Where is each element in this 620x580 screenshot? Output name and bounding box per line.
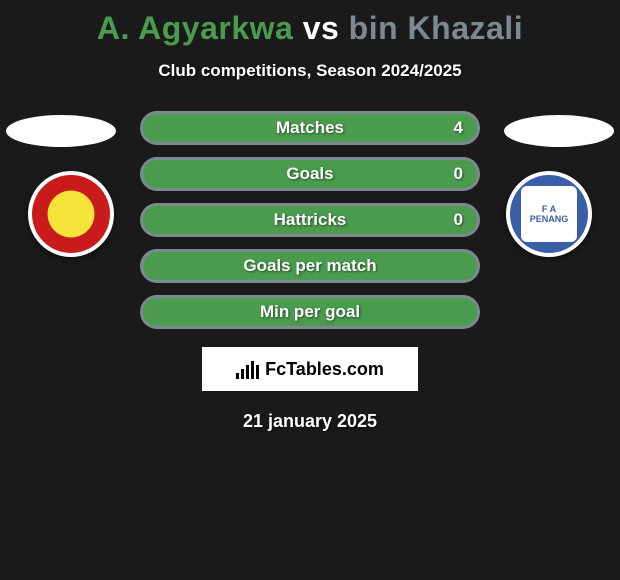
player2-club-crest: F A PENANG: [506, 171, 592, 257]
player1-club-crest: [28, 171, 114, 257]
player1-avatar-placeholder: [6, 115, 116, 147]
vs-text: vs: [303, 10, 340, 46]
page-title: A. Agyarkwa vs bin Khazali: [0, 0, 620, 47]
stat-row-min-per-goal: Min per goal: [140, 295, 480, 329]
watermark-text: FcTables.com: [265, 359, 384, 380]
crest-right-inner: F A PENANG: [521, 186, 577, 242]
player2-name: bin Khazali: [349, 10, 523, 46]
watermark: FcTables.com: [202, 347, 418, 391]
stat-label: Hattricks: [274, 210, 347, 230]
stat-right-value: 0: [454, 164, 463, 184]
player2-avatar-placeholder: [504, 115, 614, 147]
subtitle: Club competitions, Season 2024/2025: [0, 61, 620, 81]
date-label: 21 january 2025: [0, 411, 620, 432]
watermark-bars-icon: [236, 359, 259, 379]
stat-row-hattricks: Hattricks 0: [140, 203, 480, 237]
player1-name: A. Agyarkwa: [97, 10, 293, 46]
stat-label: Matches: [276, 118, 344, 138]
stat-right-value: 0: [454, 210, 463, 230]
stat-label: Min per goal: [260, 302, 360, 322]
comparison-panel: F A PENANG Matches4Goals0Hattricks0Goals…: [0, 111, 620, 329]
stat-row-goals: Goals 0: [140, 157, 480, 191]
stat-label: Goals: [286, 164, 333, 184]
stat-row-matches: Matches 4: [140, 111, 480, 145]
stat-label: Goals per match: [243, 256, 376, 276]
crest-right-text-top: F A: [542, 204, 556, 214]
crest-right-text-bottom: PENANG: [530, 214, 569, 224]
stat-row-goals-per-match: Goals per match: [140, 249, 480, 283]
stat-right-value: 4: [454, 118, 463, 138]
